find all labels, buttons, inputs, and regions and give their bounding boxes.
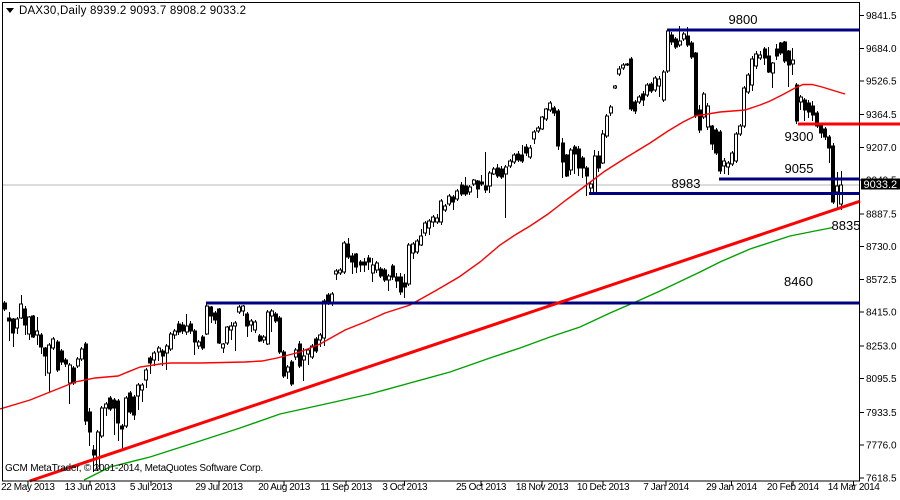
- svg-text:9800: 9800: [729, 12, 758, 27]
- svg-text:13 Jun 2013: 13 Jun 2013: [65, 482, 116, 493]
- svg-text:9841.5: 9841.5: [866, 11, 897, 22]
- svg-text:10 Dec 2013: 10 Dec 2013: [577, 482, 630, 493]
- svg-text:7776.0: 7776.0: [866, 441, 897, 452]
- svg-text:20 Feb 2014: 20 Feb 2014: [767, 482, 820, 493]
- svg-text:8983: 8983: [672, 176, 701, 191]
- svg-text:7 Jan 2014: 7 Jan 2014: [643, 482, 689, 493]
- svg-text:9033.2: 9033.2: [864, 179, 898, 191]
- svg-text:14 Mar 2014: 14 Mar 2014: [828, 482, 881, 493]
- svg-text:8095.5: 8095.5: [866, 374, 897, 385]
- svg-text:8572.5: 8572.5: [866, 275, 897, 286]
- svg-text:9684.0: 9684.0: [866, 44, 897, 55]
- svg-text:8415.0: 8415.0: [866, 308, 897, 319]
- svg-text:22 May 2013: 22 May 2013: [1, 482, 55, 493]
- svg-text:18 Nov 2013: 18 Nov 2013: [516, 482, 569, 493]
- svg-text:DAX30,Daily 8939.2 9093.7 890: DAX30,Daily 8939.2 9093.7 8908.2 9033.2: [19, 5, 246, 17]
- svg-text:3 Oct 2013: 3 Oct 2013: [382, 482, 428, 493]
- svg-text:9300: 9300: [785, 129, 814, 144]
- svg-text:25 Oct 2013: 25 Oct 2013: [456, 482, 507, 493]
- svg-text:9526.5: 9526.5: [866, 77, 897, 88]
- svg-text:8460: 8460: [784, 274, 813, 289]
- svg-text:20 Aug 2013: 20 Aug 2013: [258, 482, 311, 493]
- svg-text:7618.5: 7618.5: [866, 473, 897, 484]
- svg-text:9207.0: 9207.0: [866, 143, 897, 154]
- svg-text:8887.5: 8887.5: [866, 209, 897, 220]
- svg-text:8253.0: 8253.0: [866, 341, 897, 352]
- svg-text:5 Jul 2013: 5 Jul 2013: [130, 482, 173, 493]
- svg-text:GCM MetaTrader, © 2001-2014, M: GCM MetaTrader, © 2001-2014, MetaQuotes …: [5, 463, 263, 474]
- svg-text:8835: 8835: [832, 218, 861, 233]
- svg-text:11 Sep 2013: 11 Sep 2013: [320, 482, 372, 493]
- svg-text:8730.0: 8730.0: [866, 242, 897, 253]
- svg-text:9364.5: 9364.5: [866, 110, 897, 121]
- svg-text:29 Jan 2014: 29 Jan 2014: [706, 482, 757, 493]
- svg-text:9055: 9055: [785, 161, 814, 176]
- svg-text:7933.5: 7933.5: [866, 408, 897, 419]
- svg-text:29 Jul 2013: 29 Jul 2013: [195, 482, 243, 493]
